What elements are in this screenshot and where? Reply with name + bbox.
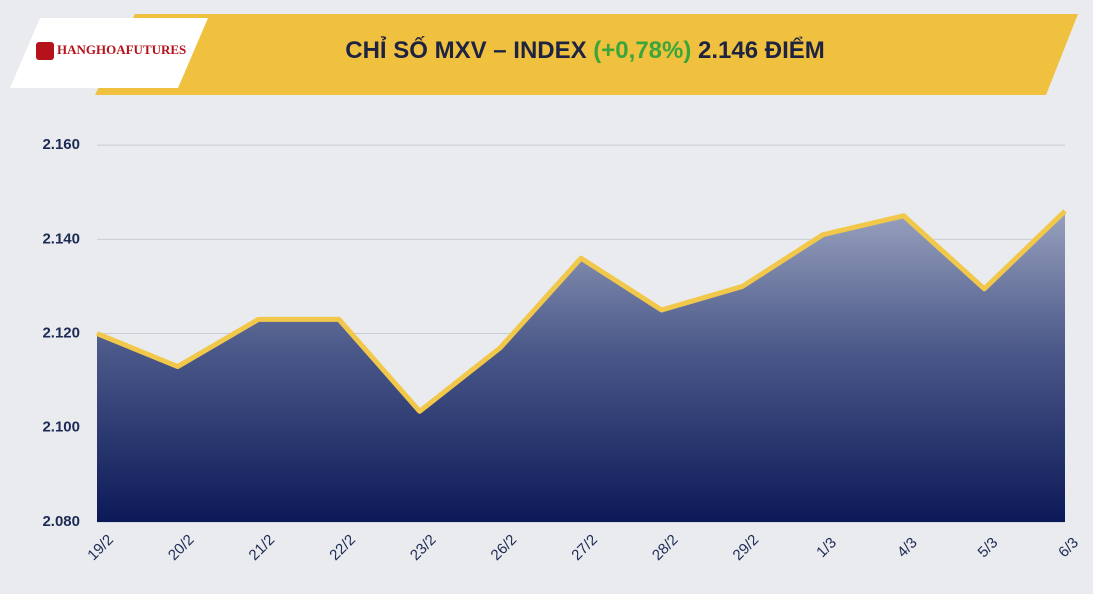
x-tick-label: 28/2 [649,531,682,564]
x-tick-label: 21/2 [246,531,279,564]
area [97,211,1065,523]
x-tick-label: 22/2 [326,531,359,564]
y-tick-label: 2.140 [42,230,80,247]
y-tick-label: 2.120 [42,325,80,342]
logo-icon [36,42,54,60]
x-tick-label: 19/2 [84,531,117,564]
chart-title: CHỈ SỐ MXV – INDEX (+0,78%) 2.146 ĐIỂM [345,35,825,64]
x-tick-label: 5/3 [975,534,1002,561]
x-tick-label: 27/2 [568,531,601,564]
logo-text: HANGHOAFUTURES [57,42,186,57]
x-tick-label: 6/3 [1055,534,1082,561]
title-main: CHỈ SỐ MXV – INDEX [345,35,586,64]
y-tick-label: 2.080 [42,513,80,530]
x-tick-label: 29/2 [730,531,763,564]
x-tick-label: 20/2 [165,531,198,564]
y-tick-label: 2.160 [42,136,80,153]
x-tick-label: 1/3 [813,534,840,561]
line [96,209,1067,414]
title-banner [95,14,1078,95]
x-tick-label: 23/2 [407,531,440,564]
title-level: 2.146 ĐIỂM [698,36,825,64]
x-tick-label: 26/2 [488,531,521,564]
logo-box [10,18,208,88]
y-tick-label: 2.100 [42,419,80,436]
x-tick-label: 4/3 [894,534,921,561]
title-change: (+0,78%) [593,37,691,64]
